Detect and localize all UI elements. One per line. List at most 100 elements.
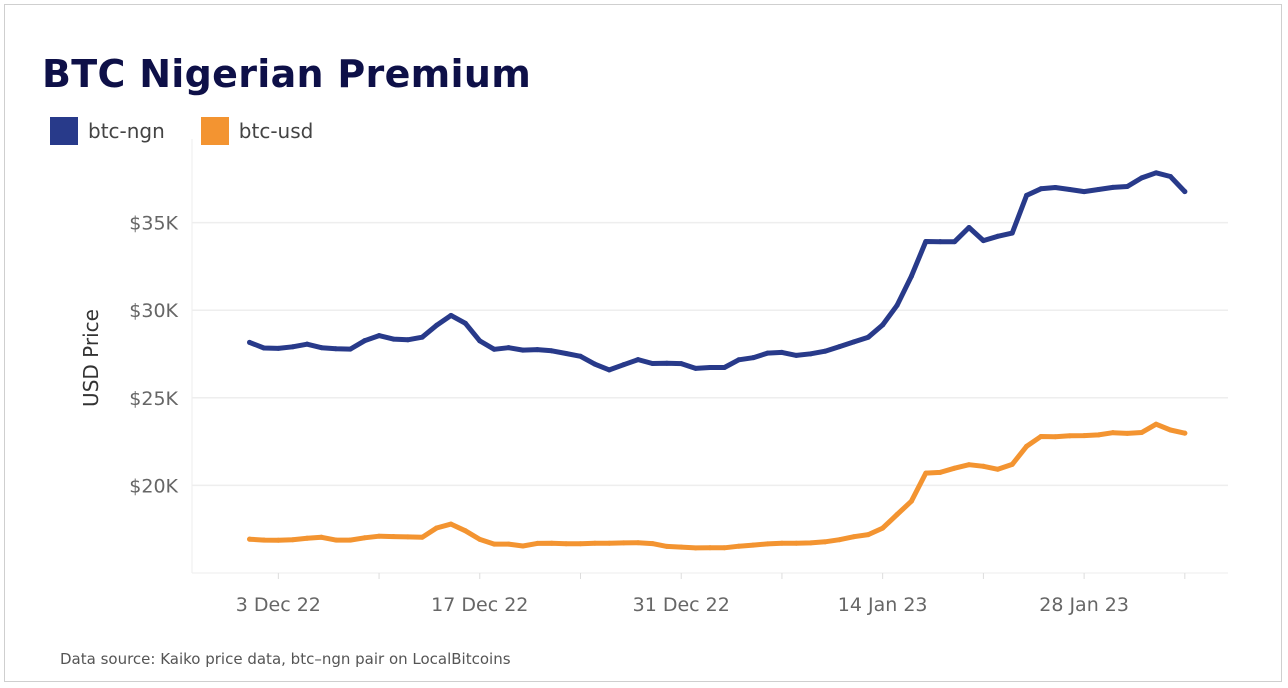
data-point-btc-ngn <box>649 360 655 366</box>
chart-title: BTC Nigerian Premium <box>42 52 532 96</box>
data-point-btc-ngn <box>419 334 425 340</box>
data-point-btc-ngn <box>880 322 886 328</box>
data-point-btc-usd <box>319 534 324 540</box>
y-tick-label: $35K <box>129 213 178 235</box>
data-point-btc-usd <box>1067 433 1073 439</box>
legend-swatch-btc-usd <box>200 117 229 145</box>
legend-item-btc-usd[interactable]: btc-usd <box>200 117 314 145</box>
data-point-btc-ngn <box>1081 189 1087 195</box>
data-point-btc-usd <box>908 498 914 504</box>
data-point-btc-usd <box>765 541 771 547</box>
data-point-btc-usd <box>721 545 727 551</box>
data-point-btc-ngn <box>865 334 871 340</box>
data-point-btc-usd <box>1153 421 1159 427</box>
data-point-btc-usd <box>347 537 353 543</box>
data-point-btc-ngn <box>290 344 296 350</box>
data-point-btc-usd <box>779 540 785 546</box>
data-point-btc-usd <box>606 540 612 546</box>
data-point-btc-ngn <box>1182 189 1188 195</box>
data-point-btc-usd <box>1096 432 1101 438</box>
data-point-btc-usd <box>923 470 929 476</box>
data-point-btc-usd <box>462 528 468 534</box>
data-point-btc-ngn <box>837 344 842 350</box>
data-point-btc-ngn <box>664 360 670 366</box>
data-point-btc-ngn <box>1052 185 1058 191</box>
data-point-btc-ngn <box>736 357 742 363</box>
data-point-btc-ngn <box>1139 175 1145 181</box>
data-point-btc-ngn <box>923 239 929 245</box>
data-point-btc-usd <box>534 540 540 546</box>
data-point-btc-ngn <box>1009 230 1015 236</box>
data-point-btc-ngn <box>275 345 281 351</box>
data-point-btc-ngn <box>621 362 627 368</box>
data-point-btc-ngn <box>678 361 684 367</box>
legend-item-btc-ngn[interactable]: btc-ngn <box>50 117 165 145</box>
data-point-btc-ngn <box>534 347 540 353</box>
data-point-btc-ngn <box>635 357 641 363</box>
data-point-btc-usd <box>592 540 598 546</box>
data-point-btc-usd <box>304 535 310 541</box>
data-point-btc-usd <box>247 536 253 542</box>
x-tick-label: 14 Jan 23 <box>838 594 928 616</box>
data-point-btc-ngn <box>894 302 900 308</box>
data-point-btc-usd <box>678 544 684 550</box>
data-point-btc-usd <box>333 537 339 543</box>
data-point-btc-ngn <box>376 333 382 339</box>
x-tick-label: 3 Dec 22 <box>236 594 321 616</box>
data-point-btc-usd <box>390 534 396 540</box>
data-point-btc-usd <box>1038 434 1044 440</box>
data-point-btc-usd <box>851 534 857 540</box>
data-point-btc-usd <box>750 542 756 548</box>
data-source-note: Data source: Kaiko price data, btc–ngn p… <box>60 650 511 668</box>
data-point-btc-ngn <box>908 273 914 279</box>
y-tick-label: $20K <box>129 475 178 497</box>
data-point-btc-usd <box>937 469 943 475</box>
data-point-btc-ngn <box>319 345 324 351</box>
y-axis-title: USD Price <box>79 309 103 407</box>
legend-label: btc-usd <box>238 119 314 143</box>
data-point-btc-usd <box>1081 433 1087 439</box>
data-point-btc-ngn <box>405 337 411 343</box>
data-point-btc-usd <box>506 541 512 547</box>
data-point-btc-usd <box>362 535 368 541</box>
data-point-btc-ngn <box>434 322 440 328</box>
data-point-btc-usd <box>1024 443 1030 449</box>
data-point-btc-ngn <box>1167 174 1173 180</box>
data-point-btc-usd <box>995 466 1001 472</box>
data-point-btc-ngn <box>333 346 339 352</box>
data-point-btc-ngn <box>937 239 943 245</box>
data-point-btc-ngn <box>1124 183 1130 189</box>
data-point-btc-usd <box>275 537 281 543</box>
data-point-btc-ngn <box>477 338 483 344</box>
data-point-btc-usd <box>894 511 900 517</box>
data-point-btc-usd <box>1139 429 1145 435</box>
data-point-btc-ngn <box>808 351 814 357</box>
data-point-btc-ngn <box>822 348 828 354</box>
data-point-btc-ngn <box>779 349 785 355</box>
data-point-btc-usd <box>621 540 627 546</box>
data-point-btc-ngn <box>362 338 368 344</box>
x-tick-label: 31 Dec 22 <box>633 594 730 616</box>
data-point-btc-usd <box>578 541 583 547</box>
chart-frame <box>4 4 1282 682</box>
y-tick-label: $30K <box>129 300 178 322</box>
data-point-btc-ngn <box>980 238 986 244</box>
data-point-btc-usd <box>405 534 411 540</box>
data-point-btc-ngn <box>1038 186 1044 192</box>
legend-swatch-btc-ngn <box>50 117 78 145</box>
data-point-btc-ngn <box>506 345 512 351</box>
data-point-btc-ngn <box>851 339 857 345</box>
data-point-btc-usd <box>477 536 483 542</box>
data-point-btc-usd <box>664 543 670 549</box>
data-point-btc-ngn <box>765 350 771 356</box>
data-point-btc-ngn <box>750 355 756 361</box>
data-point-btc-ngn <box>995 233 1001 239</box>
data-point-btc-ngn <box>966 224 972 230</box>
data-point-btc-usd <box>980 463 986 469</box>
data-point-btc-ngn <box>1110 184 1116 190</box>
data-point-btc-ngn <box>606 367 612 373</box>
data-point-btc-usd <box>952 465 958 471</box>
data-point-btc-ngn <box>707 364 713 370</box>
data-point-btc-usd <box>563 541 569 547</box>
